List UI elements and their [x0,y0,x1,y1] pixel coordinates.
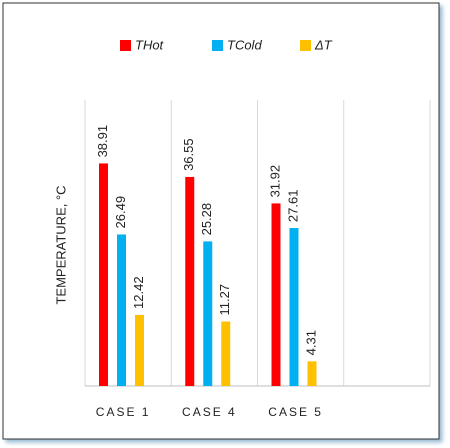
x-tick-label: CASE 1 [96,405,151,419]
bar [221,321,231,386]
bar [289,228,299,386]
legend-swatch [300,40,311,51]
chart-frame [2,2,440,440]
value-label: 26.49 [113,196,128,229]
bar [135,314,144,386]
value-label: 38.91 [95,125,110,158]
bar [185,176,195,386]
value-label: 25.28 [199,203,214,236]
legend-swatch [212,40,223,51]
legend-label: ΔT [314,37,333,52]
bar [117,234,126,386]
legend-label: THot [135,37,165,52]
value-label: 31.92 [267,165,282,198]
x-tick-label: CASE 5 [268,405,323,419]
x-tick-label: CASE 4 [182,405,237,419]
value-label: 11.27 [217,284,232,316]
value-label: 27.61 [285,190,300,223]
bar [307,361,317,386]
bar [99,163,108,386]
legend-swatch [120,40,131,51]
legend-label: TCold [227,37,262,52]
value-label: 4.31 [303,330,318,355]
value-label: 36.55 [181,138,196,171]
bar [203,241,213,386]
value-label: 12.42 [131,276,146,309]
bar [271,203,281,386]
y-axis-label: TEMPERATURE, °C [53,185,68,304]
